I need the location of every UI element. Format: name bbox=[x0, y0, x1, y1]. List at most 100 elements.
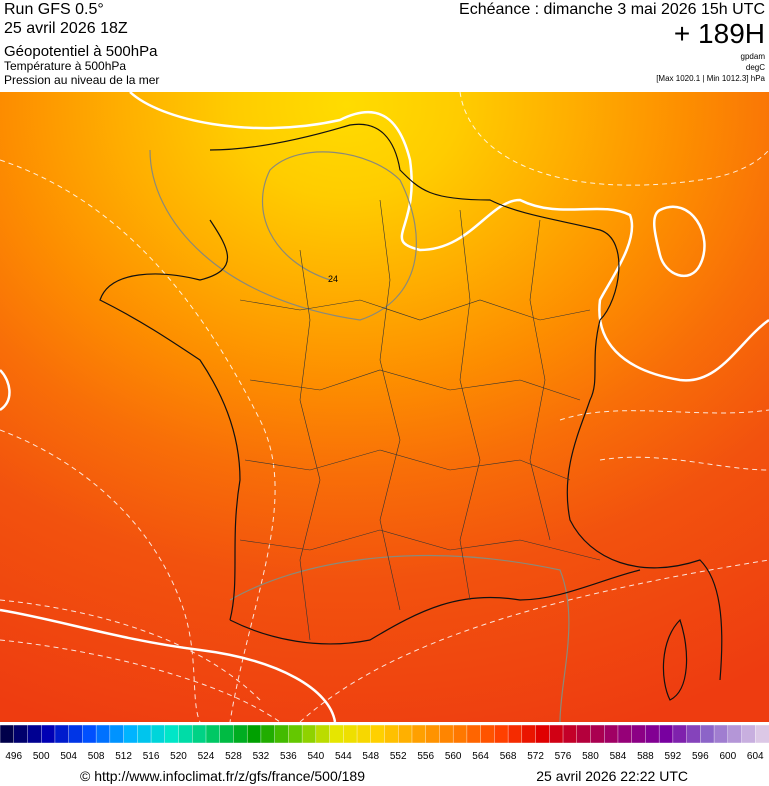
color-swatch bbox=[631, 724, 647, 744]
color-swatch bbox=[329, 724, 345, 744]
color-swatch bbox=[700, 724, 715, 744]
color-swatch bbox=[288, 724, 303, 744]
color-swatch bbox=[480, 724, 496, 744]
unit: gpdam bbox=[741, 52, 766, 61]
unit: degC bbox=[746, 63, 765, 72]
source-url: © http://www.infoclimat.fr/z/gfs/france/… bbox=[80, 768, 365, 784]
color-swatch bbox=[562, 724, 578, 744]
scale-label: 592 bbox=[665, 751, 682, 762]
color-swatch bbox=[192, 724, 207, 744]
scale-label: 604 bbox=[747, 751, 764, 762]
color-swatch bbox=[205, 724, 221, 744]
scale-label: 568 bbox=[500, 751, 517, 762]
color-swatch bbox=[425, 724, 441, 744]
color-swatch bbox=[384, 724, 399, 744]
color-swatch bbox=[466, 724, 482, 744]
color-swatch bbox=[576, 724, 592, 744]
color-swatch bbox=[95, 724, 111, 744]
color-scale: 496 500 504 508 512 516 520 524 528 532 536 540 544 5… bbox=[0, 724, 769, 762]
color-swatch bbox=[137, 724, 152, 744]
color-swatch bbox=[356, 724, 372, 744]
temperature-contours bbox=[0, 91, 769, 723]
color-swatch bbox=[521, 724, 537, 744]
color-swatch bbox=[604, 724, 619, 744]
scale-label: 584 bbox=[610, 751, 627, 762]
color-swatch bbox=[40, 724, 56, 744]
color-swatch bbox=[617, 724, 633, 744]
color-swatch bbox=[301, 724, 317, 744]
color-swatch bbox=[741, 724, 756, 744]
coastline bbox=[99, 123, 723, 701]
scale-label: 548 bbox=[362, 751, 379, 762]
scale-label: 532 bbox=[253, 751, 270, 762]
color-swatch bbox=[219, 724, 235, 744]
run-date: 25 avril 2026 18Z bbox=[4, 20, 128, 37]
color-swatch bbox=[713, 724, 729, 744]
color-swatch bbox=[645, 724, 660, 744]
scale-label: 544 bbox=[335, 751, 352, 762]
scale-label: 556 bbox=[417, 751, 434, 762]
map: 24 bbox=[0, 91, 769, 723]
timestamp: 25 avril 2026 22:22 UTC bbox=[536, 768, 688, 784]
scale-label: 528 bbox=[225, 751, 242, 762]
color-swatch bbox=[68, 724, 84, 744]
scale-label: 576 bbox=[555, 751, 572, 762]
color-swatch bbox=[439, 724, 454, 744]
color-swatch bbox=[0, 724, 15, 744]
color-swatch bbox=[755, 724, 769, 744]
scale-label: 588 bbox=[637, 751, 654, 762]
color-swatch bbox=[178, 724, 193, 744]
scale-label: 516 bbox=[143, 751, 160, 762]
color-swatch bbox=[246, 724, 262, 744]
scale-label: 512 bbox=[115, 751, 132, 762]
color-swatch bbox=[549, 724, 564, 744]
scale-label: 580 bbox=[582, 751, 599, 762]
color-swatch bbox=[727, 724, 743, 744]
color-swatch bbox=[274, 724, 290, 744]
scale-label: 564 bbox=[472, 751, 489, 762]
scale-label: 600 bbox=[719, 751, 736, 762]
color-swatch bbox=[370, 724, 386, 744]
color-swatch bbox=[535, 724, 550, 744]
scale-label: 496 bbox=[5, 751, 22, 762]
color-swatch bbox=[13, 724, 29, 744]
color-swatch bbox=[260, 724, 276, 744]
pressure-range: [Max 1020.1 | Min 1012.3] hPa bbox=[656, 74, 765, 83]
scale-label: 596 bbox=[692, 751, 709, 762]
scale-label: 560 bbox=[445, 751, 462, 762]
scale-label: 536 bbox=[280, 751, 297, 762]
map-field bbox=[0, 92, 769, 722]
color-swatch bbox=[343, 724, 358, 744]
scale-label: 504 bbox=[60, 751, 77, 762]
scale-label: 572 bbox=[527, 751, 544, 762]
scale-label: 552 bbox=[390, 751, 407, 762]
color-swatch bbox=[123, 724, 139, 744]
scale-label: 508 bbox=[88, 751, 105, 762]
color-swatch bbox=[590, 724, 605, 744]
color-swatch bbox=[82, 724, 97, 744]
field-label: Température à 500hPa bbox=[4, 59, 126, 73]
echeance: Echéance : dimanche 3 mai 2026 15h UTC bbox=[459, 1, 765, 18]
contour-label: 24 bbox=[328, 274, 338, 284]
color-swatch bbox=[315, 724, 331, 744]
color-swatch bbox=[109, 724, 125, 744]
borders bbox=[239, 199, 601, 641]
color-swatch bbox=[164, 724, 180, 744]
scale-label: 540 bbox=[307, 751, 324, 762]
color-swatch bbox=[150, 724, 166, 744]
color-swatch bbox=[54, 724, 70, 744]
color-swatch bbox=[494, 724, 509, 744]
color-swatch bbox=[233, 724, 248, 744]
color-swatch bbox=[507, 724, 523, 744]
color-swatch bbox=[672, 724, 688, 744]
pressure-contours bbox=[149, 149, 570, 723]
color-swatch bbox=[686, 724, 702, 744]
scale-label: 500 bbox=[33, 751, 50, 762]
lead-time: + 189H bbox=[674, 18, 765, 49]
geopotential-contours bbox=[0, 91, 769, 723]
color-swatch bbox=[658, 724, 674, 744]
color-swatch bbox=[27, 724, 42, 744]
color-swatch bbox=[398, 724, 413, 744]
color-swatch bbox=[452, 724, 468, 744]
